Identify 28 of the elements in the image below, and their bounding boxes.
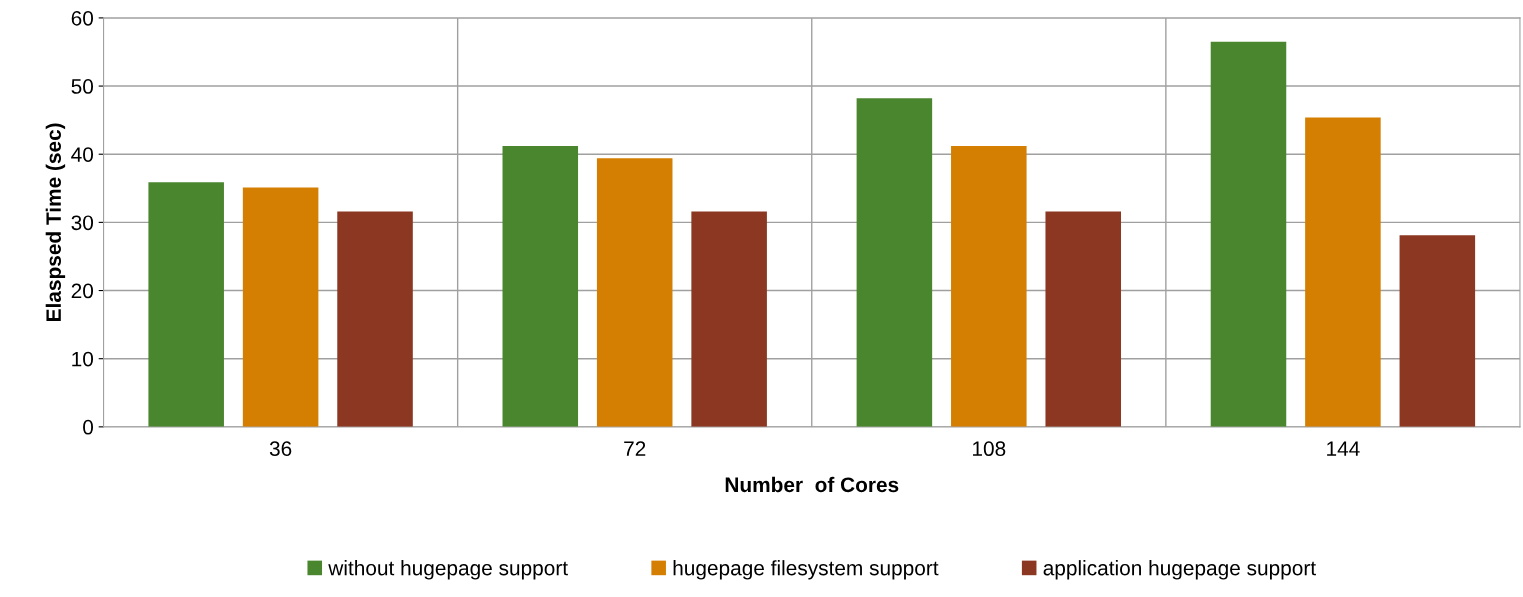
x-tick-label: 144 xyxy=(1327,441,1360,456)
y-tick-label: 20 xyxy=(71,283,94,299)
legend-label: without hugepage support xyxy=(328,560,568,580)
y-axis-title: Elaspsed Time (sec) xyxy=(45,123,66,321)
y-tick-label: 10 xyxy=(72,351,94,367)
bar xyxy=(242,187,319,427)
bar xyxy=(596,158,673,427)
y-tick-label: 0 xyxy=(83,419,94,435)
bar xyxy=(691,211,767,427)
x-axis-title: Number of Cores xyxy=(725,476,899,493)
bar xyxy=(1399,235,1476,427)
x-tick-label: 36 xyxy=(269,441,292,457)
bar xyxy=(148,182,224,427)
bar xyxy=(951,146,1027,427)
bar xyxy=(1210,41,1287,427)
bar xyxy=(856,98,933,427)
y-tick-label: 60 xyxy=(71,10,94,26)
bar xyxy=(1305,117,1381,427)
x-tick-label: 108 xyxy=(973,441,1006,457)
bar xyxy=(502,146,579,427)
y-tick-label: 30 xyxy=(71,215,94,231)
legend-label: hugepage filesystem support xyxy=(673,560,939,580)
bar xyxy=(337,211,413,427)
legend-label: application hugepage support xyxy=(1043,560,1316,580)
x-tick-label: 72 xyxy=(624,441,646,456)
y-tick-label: 40 xyxy=(71,147,94,162)
y-tick-label: 50 xyxy=(71,79,94,94)
bar xyxy=(1045,211,1121,427)
